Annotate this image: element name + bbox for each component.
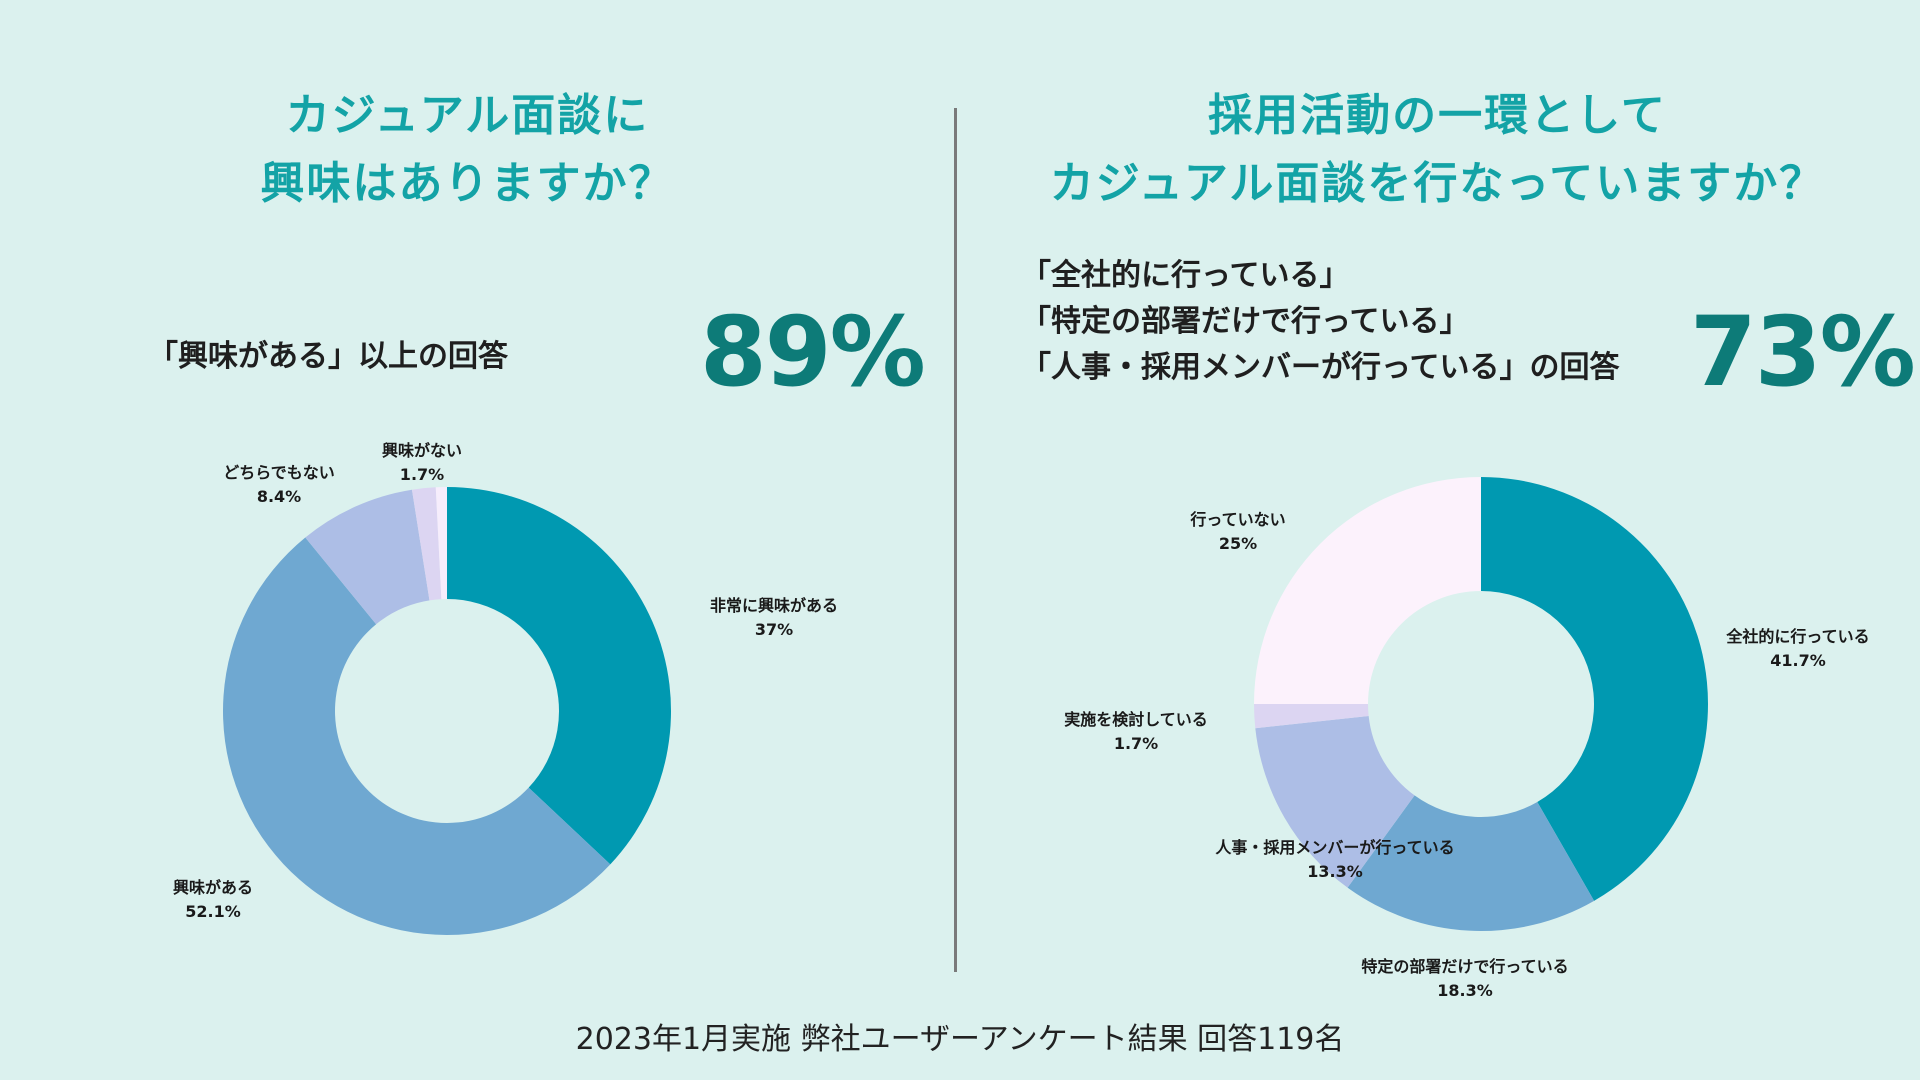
slice-label: 特定の部署だけで行っている 18.3% [1361, 955, 1568, 1003]
slice-label: 興味がある 52.1% [173, 876, 253, 924]
right-title: 採用活動の一環として カジュアル面談を行なっていますか？ [955, 82, 1920, 218]
right-summary-line-3: 「人事・採用メンバーが行っている」の回答 [1021, 350, 1620, 385]
donut-slice-0 [447, 487, 671, 865]
donut-slice-4 [1254, 477, 1481, 704]
donut-slice-1 [223, 537, 611, 935]
slice-label-value: 18.3% [1437, 981, 1493, 1000]
slice-label: 非常に興味がある 37% [710, 594, 838, 642]
slice-label-name: 興味がない [381, 441, 463, 460]
footer-note: 2023年1月実施 弊社ユーザーアンケート結果 回答119名 [575, 1022, 1345, 1057]
donut-slice-2 [1255, 716, 1415, 888]
left-title-line-2: 興味はありますか？ [260, 158, 675, 209]
slice-label-name: 行っていない [1190, 510, 1286, 529]
donut-slice-1 [1347, 795, 1595, 931]
slice-label-name: 全社的に行っている [1726, 627, 1870, 646]
slice-label-value: 1.7% [399, 465, 445, 484]
donut-slice-3 [411, 487, 442, 601]
slice-label-name: 人事・採用メンバーが行っている [1215, 838, 1455, 857]
slice-label-value: 13.3% [1307, 862, 1363, 881]
left-title-line-1: カジュアル面談に [285, 90, 650, 141]
right-title-line-2: カジュアル面談を行なっていますか？ [1049, 158, 1826, 209]
left-big-value: 89% [700, 296, 926, 408]
left-summary-label: 「興味がある」以上の回答 [148, 339, 508, 374]
slice-label-name: 特定の部署だけで行っている [1361, 957, 1569, 976]
slice-label-value: 1.7% [1113, 734, 1159, 753]
slice-label-value: 25% [1218, 534, 1258, 553]
slice-label-name: どちらでもない [223, 463, 335, 482]
slice-label: 実施を検討している 1.7% [1064, 708, 1208, 756]
slice-label: どちらでもない 8.4% [223, 461, 335, 509]
right-title-line-1: 採用活動の一環として [1208, 90, 1667, 141]
slice-label-value: 8.4% [256, 487, 302, 506]
right-summary-label: 「全社的に行っている」 「特定の部署だけで行っている」 「人事・採用メンバーが行… [1021, 253, 1620, 391]
left-panel: カジュアル面談に 興味はありますか？ 「興味がある」以上の回答 89% 非常に興… [0, 0, 955, 1080]
slice-label-value: 37% [754, 620, 794, 639]
slice-label: 全社的に行っている 41.7% [1726, 625, 1869, 673]
right-big-value: 73% [1690, 296, 1916, 408]
slice-label-value: 52.1% [185, 902, 241, 921]
slice-label-name: 興味がある [172, 878, 254, 897]
slice-label-name: 非常に興味がある [709, 596, 839, 615]
right-summary-line-2: 「特定の部署だけで行っている」 [1021, 304, 1470, 339]
slice-label-name: 実施を検討している [1064, 710, 1208, 729]
left-title: カジュアル面談に 興味はありますか？ [10, 82, 925, 218]
donut-slice-3 [1254, 704, 1369, 729]
donut-slice-0 [1481, 477, 1708, 901]
slice-label-value: 41.7% [1770, 651, 1826, 670]
slice-label: 人事・採用メンバーが行っている 13.3% [1215, 836, 1454, 884]
slice-label: 興味がない 1.7% [382, 439, 462, 487]
slice-label: 行っていない 25% [1190, 508, 1285, 556]
right-summary-line-1: 「全社的に行っている」 [1021, 258, 1350, 293]
right-panel: 採用活動の一環として カジュアル面談を行なっていますか？ 「全社的に行っている」… [955, 0, 1920, 1080]
center-divider [954, 108, 957, 972]
left-donut-chart [223, 487, 671, 935]
donut-slice-2 [305, 489, 430, 625]
right-donut-chart [1254, 477, 1708, 931]
donut-slice-4 [435, 487, 447, 600]
